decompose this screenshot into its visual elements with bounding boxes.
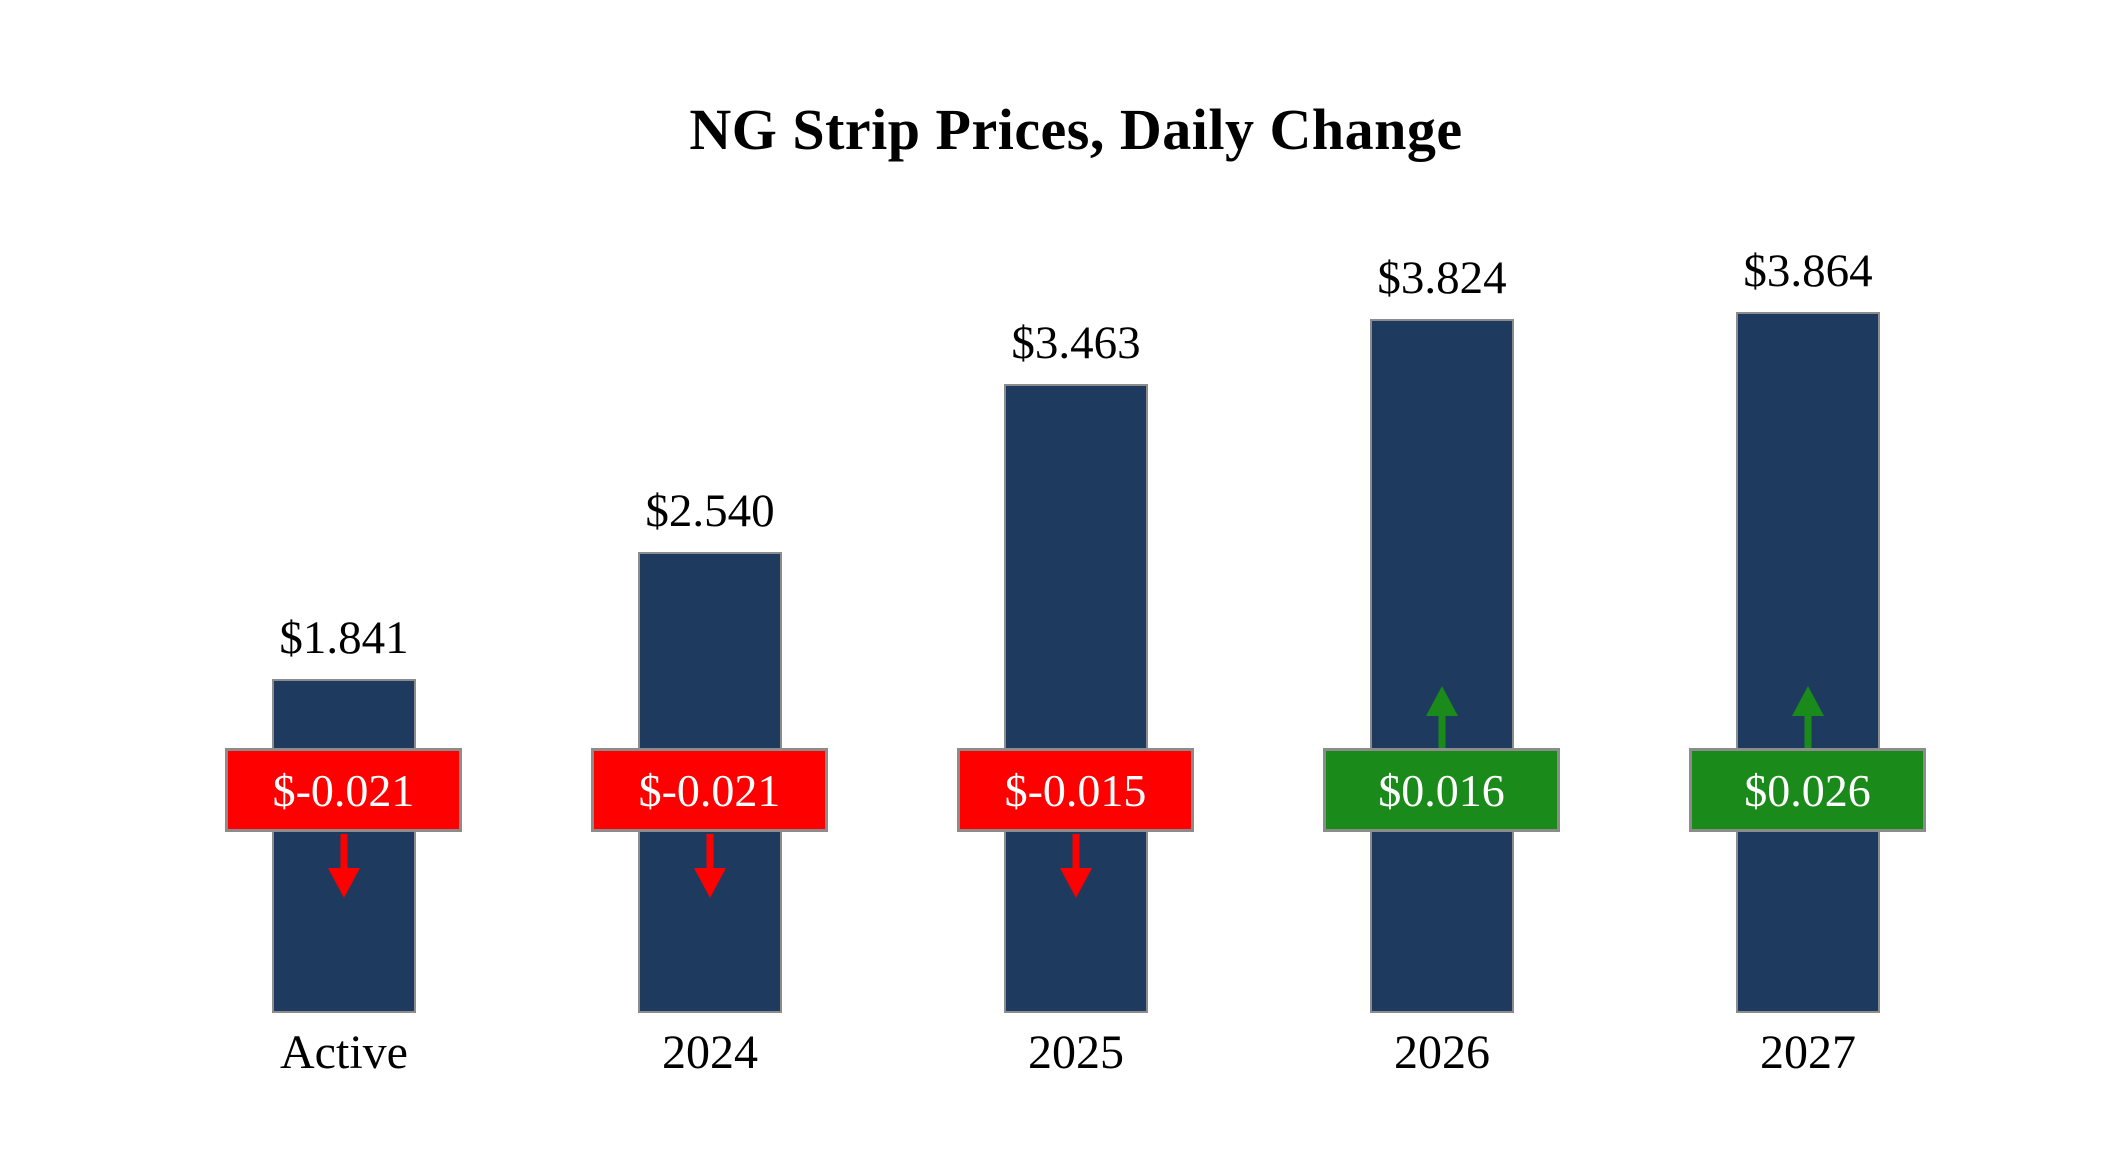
bar-2025 <box>1004 384 1148 1013</box>
bar-2027 <box>1736 312 1880 1013</box>
bar-2026 <box>1370 319 1514 1013</box>
value-label: $3.824 <box>1377 252 1507 304</box>
value-label: $1.841 <box>279 612 409 664</box>
value-label: $2.540 <box>645 485 775 537</box>
value-label: $3.463 <box>1011 317 1141 369</box>
change-arrow-down-icon <box>692 834 728 898</box>
value-label: $3.864 <box>1743 245 1873 297</box>
chart-title: NG Strip Prices, Daily Change <box>689 97 1463 162</box>
category-label-2027: 2027 <box>1760 1026 1856 1079</box>
change-badge: $0.016 <box>1323 748 1560 832</box>
change-badge: $-0.021 <box>591 748 828 832</box>
change-arrow-down-icon <box>326 834 362 898</box>
change-arrow-up-icon <box>1790 686 1826 750</box>
category-label-active: Active <box>280 1026 408 1079</box>
category-label-2024: 2024 <box>662 1026 758 1079</box>
category-label-2026: 2026 <box>1394 1026 1490 1079</box>
change-arrow-up-icon <box>1424 686 1460 750</box>
change-badge: $-0.021 <box>225 748 462 832</box>
category-label-2025: 2025 <box>1028 1026 1124 1079</box>
change-badge: $0.026 <box>1689 748 1926 832</box>
change-arrow-down-icon <box>1058 834 1094 898</box>
change-badge: $-0.015 <box>957 748 1194 832</box>
